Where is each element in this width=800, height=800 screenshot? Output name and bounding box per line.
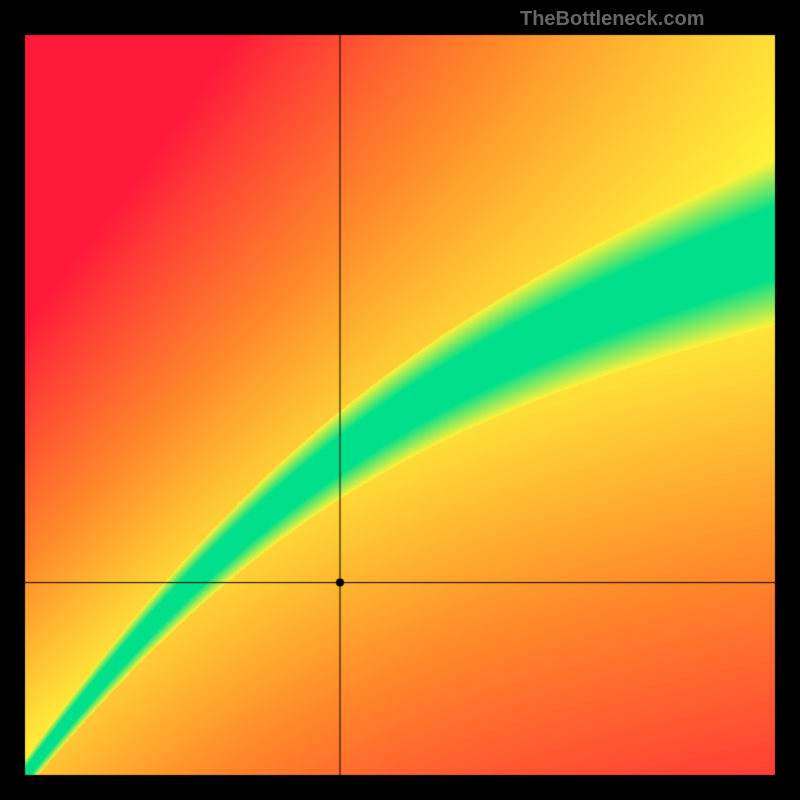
- bottleneck-heatmap: [0, 0, 800, 800]
- watermark-text: TheBottleneck.com: [520, 8, 704, 31]
- chart-container: TheBottleneck.com: [0, 0, 800, 800]
